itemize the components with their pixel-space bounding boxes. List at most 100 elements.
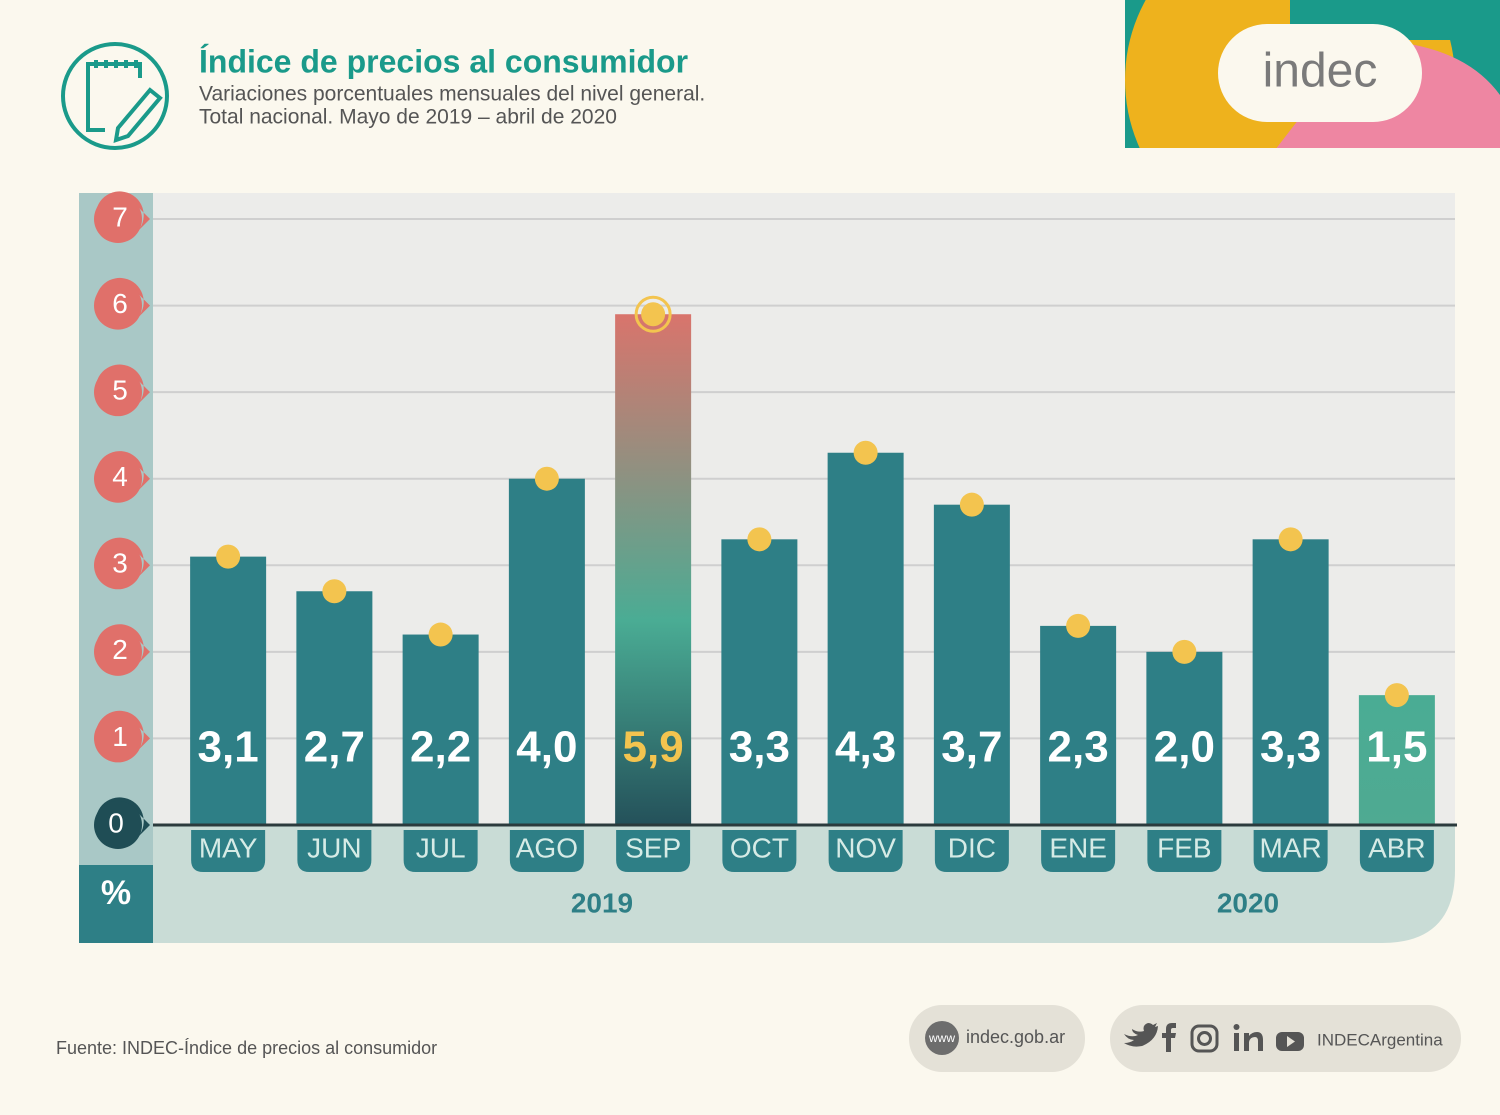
bar-top-dot bbox=[853, 440, 878, 465]
y-tick-badge bbox=[95, 537, 150, 580]
x-tick-label: DIC bbox=[948, 832, 996, 863]
bar bbox=[190, 556, 267, 825]
x-tick-badge bbox=[191, 830, 266, 872]
x-tick-badge bbox=[1253, 830, 1328, 872]
y-tick-label: 7 bbox=[112, 201, 128, 232]
social-icons bbox=[1124, 1023, 1304, 1053]
header-icon bbox=[61, 42, 169, 150]
y-tick-label: 2 bbox=[112, 634, 128, 665]
value-label: 2,7 bbox=[304, 723, 365, 772]
y-axis-label: % bbox=[101, 874, 131, 912]
year-label: 2020 bbox=[1217, 887, 1279, 918]
x-tick-badge bbox=[616, 830, 691, 872]
bar-top-dot bbox=[322, 579, 347, 604]
x-tick-label: JUL bbox=[416, 832, 466, 863]
y-tick-label: 3 bbox=[112, 548, 128, 579]
x-tick-label: MAR bbox=[1260, 832, 1322, 863]
bar bbox=[933, 504, 1010, 825]
x-tick-label: JUN bbox=[307, 832, 361, 863]
bar bbox=[296, 591, 373, 825]
bar-top-dot bbox=[428, 622, 453, 647]
y-tick-circle bbox=[94, 541, 142, 590]
value-label: 3,7 bbox=[941, 723, 1002, 772]
y-tick-circle bbox=[94, 801, 142, 849]
x-tick-label: AGO bbox=[516, 832, 578, 863]
bar-top-dot bbox=[216, 544, 241, 569]
bar-top-ring bbox=[634, 295, 672, 333]
x-axis-band bbox=[153, 825, 1455, 943]
bar bbox=[1040, 625, 1117, 825]
x-tick-badge bbox=[828, 830, 903, 872]
y-tick-label: 6 bbox=[112, 288, 128, 319]
bar bbox=[508, 478, 585, 825]
source: Fuente: INDEC-Índice de precios al consu… bbox=[56, 1038, 437, 1058]
social-handle: INDECArgentina bbox=[1317, 1030, 1443, 1049]
chart-subtitle: Variaciones porcentuales mensuales del n… bbox=[199, 83, 705, 106]
y-tick-badge bbox=[95, 191, 150, 233]
value-label: 3,3 bbox=[1260, 723, 1321, 772]
y-tick-circle bbox=[94, 281, 142, 330]
y-tick-label: 5 bbox=[112, 375, 128, 406]
logo-pill bbox=[1218, 24, 1422, 122]
www-text: www bbox=[928, 1031, 955, 1045]
bar bbox=[1252, 539, 1329, 825]
y-tick-circle bbox=[94, 714, 142, 763]
x-tick-label: OCT bbox=[730, 832, 789, 863]
bar-top-dot bbox=[1066, 613, 1091, 638]
y-tick-circle bbox=[94, 368, 142, 417]
y-tick-circle bbox=[94, 195, 142, 243]
x-tick-badge bbox=[403, 830, 478, 872]
x-tick-badge bbox=[1147, 830, 1222, 872]
value-label: 2,3 bbox=[1048, 723, 1109, 772]
value-label: 3,1 bbox=[198, 723, 259, 772]
y-tick-label: 1 bbox=[112, 721, 128, 752]
x-tick-badge bbox=[297, 830, 372, 872]
plot: 0 1 2 3 4 5 6 7 3,1 MAY 2,7 JUN 2,2 JUL 4,0 AGO 5,9 SEP 3,… bbox=[94, 191, 1455, 872]
y-tick-badge bbox=[95, 797, 150, 839]
y-tick-badge bbox=[95, 364, 150, 407]
y-label-box bbox=[79, 865, 153, 943]
bar-top-dot bbox=[1172, 639, 1197, 664]
x-tick-badge bbox=[509, 830, 584, 872]
y-tick-badge bbox=[95, 451, 150, 493]
bar-top-dot bbox=[641, 302, 666, 327]
website-pill bbox=[909, 1005, 1085, 1072]
year-label: 2019 bbox=[571, 887, 633, 918]
chart-subtitle: Total nacional. Mayo de 2019 – abril de … bbox=[199, 106, 617, 129]
bar-top-dot bbox=[534, 466, 559, 491]
y-tick-label: 4 bbox=[112, 461, 128, 492]
y-tick-badge bbox=[95, 624, 150, 666]
y-tick-circle bbox=[94, 627, 142, 676]
value-label: 3,3 bbox=[729, 723, 790, 772]
x-tick-label: MAY bbox=[199, 832, 258, 863]
chart-title: Índice de precios al consumidor bbox=[199, 43, 688, 79]
y-tick-badge bbox=[95, 710, 150, 753]
bar bbox=[1146, 651, 1223, 825]
bar-top-dot bbox=[747, 527, 772, 552]
x-tick-badge bbox=[1359, 830, 1434, 872]
x-tick-label: NOV bbox=[835, 832, 896, 863]
bar bbox=[721, 539, 798, 825]
value-label: 5,9 bbox=[623, 723, 684, 772]
website: indec.gob.ar bbox=[966, 1027, 1065, 1047]
x-tick-badge bbox=[1041, 830, 1116, 872]
x-tick-badge bbox=[722, 830, 797, 872]
y-tick-label: 0 bbox=[108, 807, 124, 838]
x-tick-badge bbox=[934, 830, 1009, 872]
value-label: 2,0 bbox=[1154, 723, 1215, 772]
bar-top-dot bbox=[1278, 527, 1303, 552]
bar bbox=[402, 634, 479, 825]
bar-top-dot bbox=[1384, 683, 1409, 708]
y-tick-badge bbox=[95, 277, 150, 320]
bar bbox=[1358, 695, 1435, 825]
bar-top-dot bbox=[959, 492, 984, 517]
value-label: 2,2 bbox=[410, 723, 471, 772]
value-label: 4,3 bbox=[835, 723, 896, 772]
x-tick-label: ABR bbox=[1368, 832, 1426, 863]
x-tick-label: FEB bbox=[1157, 832, 1211, 863]
bar bbox=[615, 314, 692, 825]
x-tick-label: SEP bbox=[625, 832, 681, 863]
value-label: 1,5 bbox=[1366, 723, 1427, 772]
